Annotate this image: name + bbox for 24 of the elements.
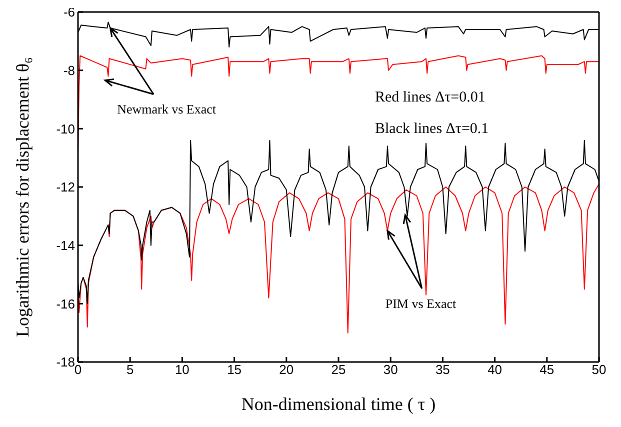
x-tick-label: 0	[74, 362, 82, 378]
y-tick-label: -18	[56, 354, 75, 370]
x-tick-label: 5	[126, 362, 134, 378]
annotation: Black lines Δτ=0.1	[374, 120, 489, 137]
x-tick-label: 40	[488, 362, 502, 378]
x-tick-label: 20	[279, 362, 294, 378]
y-tick-label: -14	[56, 238, 75, 253]
x-tick-label: 45	[540, 362, 554, 378]
x-tick-label: 15	[227, 362, 242, 378]
y-axis-title: Logarithmic errors for displacement θ₆	[12, 57, 32, 337]
x-tick-label: 35	[435, 362, 450, 378]
y-tick-label: -8	[63, 62, 75, 78]
annotation: PIM vs Exact	[385, 296, 457, 311]
x-tick-label: 30	[383, 362, 398, 378]
x-tick-label: 10	[174, 362, 190, 378]
line-series	[78, 184, 599, 334]
x-tick-label: 25	[331, 362, 346, 378]
y-tick-label: -12	[56, 180, 75, 195]
annotation: Newmark vs Exact	[117, 102, 216, 116]
annotation: Red lines Δτ=0.01	[374, 89, 486, 106]
x-axis-title: Non-dimensional time ( τ )	[241, 394, 436, 414]
y-tick-label: -16	[56, 296, 75, 312]
x-tick-label: 50	[592, 362, 606, 378]
y-tick-label: -10	[56, 121, 75, 136]
